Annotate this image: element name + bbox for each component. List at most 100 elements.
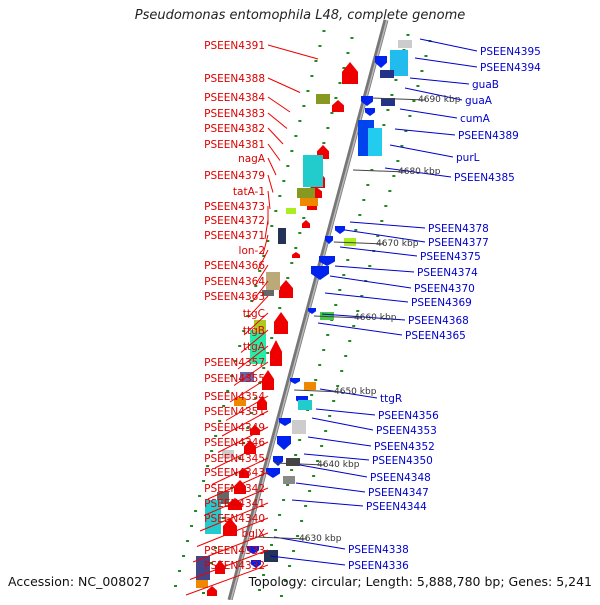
tick-mark <box>338 82 342 84</box>
tick-mark <box>408 115 412 117</box>
tick-mark <box>280 595 284 597</box>
tick-mark <box>384 205 388 207</box>
tick-mark <box>242 330 246 332</box>
forward-gene-arrow <box>262 370 274 390</box>
label-connectors <box>185 38 478 596</box>
tick-mark <box>278 195 282 197</box>
tick-mark <box>282 180 286 182</box>
reverse-label-connector <box>414 57 478 68</box>
tick-mark <box>288 565 292 567</box>
tick-mark <box>274 210 278 212</box>
reverse-gene-arrow <box>273 456 283 466</box>
forward-label-connector <box>267 143 281 161</box>
forward-gene-label: PSEEN4343 <box>204 467 265 479</box>
tick-mark <box>296 535 300 537</box>
reverse-gene-arrow <box>277 436 291 450</box>
tick-mark <box>328 415 332 417</box>
forward-label-connector <box>207 471 269 500</box>
forward-gene-label: PSEEN4391 <box>204 40 265 52</box>
kbp-marker-label: 4660 kbp <box>354 313 397 323</box>
reverse-gene-label: PSEEN4369 <box>411 297 472 309</box>
forward-gene-label: ttgB <box>243 325 265 337</box>
tick-mark <box>266 352 270 354</box>
forward-gene-block <box>303 155 323 187</box>
gene-features <box>196 40 412 596</box>
forward-gene-label: PSEEN4383 <box>204 108 265 120</box>
reverse-gene-label: PSEEN4378 <box>428 223 489 235</box>
forward-label-connector <box>189 549 269 580</box>
tick-mark <box>322 30 326 32</box>
tick-mark <box>370 169 374 171</box>
reverse-label-connector <box>321 313 406 321</box>
forward-gene-block <box>222 450 234 458</box>
tick-mark <box>294 135 298 137</box>
forward-gene-label: PSEEN4349 <box>204 422 265 434</box>
forward-gene-label: PSEEN4373 <box>204 201 265 213</box>
kbp-marker-line <box>372 97 427 101</box>
tick-mark <box>346 259 350 261</box>
forward-label-connector <box>214 441 269 469</box>
tick-mark <box>214 435 218 437</box>
tick-mark <box>304 505 308 507</box>
tick-mark <box>294 454 298 456</box>
forward-label-connector <box>192 532 269 563</box>
tick-mark <box>182 555 186 557</box>
forward-label-connector <box>221 410 269 437</box>
tick-mark <box>266 240 270 242</box>
tick-mark <box>310 394 314 396</box>
reverse-label-connector <box>299 464 368 478</box>
reverse-gene-label: PSEEN4385 <box>454 172 515 184</box>
forward-label-connector <box>247 295 269 318</box>
reverse-gene-arrow <box>290 378 300 384</box>
tick-mark <box>270 337 274 339</box>
reverse-label-connector <box>339 246 418 257</box>
reverse-gene-label: PSEEN4336 <box>348 560 409 572</box>
reverse-label-connector <box>419 38 478 52</box>
tick-mark <box>308 490 312 492</box>
forward-gene-label: PSEEN4340 <box>204 513 265 525</box>
tick-mark <box>242 442 246 444</box>
kbp-marker-line <box>352 169 407 173</box>
tick-mark <box>234 360 238 362</box>
reverse-gene-label: PSEEN4368 <box>408 315 469 327</box>
tick-mark <box>356 310 360 312</box>
tick-mark <box>246 315 250 317</box>
tick-mark <box>310 75 314 77</box>
reverse-gene-block <box>390 50 408 76</box>
reverse-gene-arrow <box>375 56 387 68</box>
reverse-label-connector <box>399 108 458 119</box>
kbp-marker-line <box>254 536 308 540</box>
forward-gene-arrow <box>257 396 267 410</box>
tick-mark <box>404 130 408 132</box>
tick-mark <box>262 367 266 369</box>
forward-gene-block <box>205 500 221 534</box>
reverse-gene-block <box>320 312 334 320</box>
tick-mark <box>340 370 344 372</box>
forward-gene-label: PSEEN4346 <box>204 437 265 449</box>
forward-gene-arrow <box>215 560 225 574</box>
forward-label-connector <box>211 457 269 485</box>
tick-mark <box>388 190 392 192</box>
reverse-label-connector <box>295 482 366 493</box>
reverse-gene-block <box>380 70 394 78</box>
forward-gene-label: nagA <box>238 153 266 165</box>
forward-gene-label: PSEEN4355 <box>204 373 265 385</box>
forward-gene-label: ttgA <box>243 341 266 353</box>
forward-gene-label: ttgC <box>243 308 265 320</box>
topology-label: Topology: circular; Length: 5,888,780 bp… <box>248 574 592 589</box>
tick-mark <box>318 364 322 366</box>
forward-gene-arrow <box>342 62 358 84</box>
tick-mark <box>354 229 358 231</box>
reverse-gene-block <box>381 98 395 106</box>
tick-mark <box>278 307 282 309</box>
kbp-marker-line <box>333 241 385 245</box>
tick-mark <box>262 255 266 257</box>
tick-mark <box>382 124 386 126</box>
forward-gene-label: PSEEN4382 <box>204 123 265 135</box>
forward-gene-label: PSEEN4354 <box>204 391 265 403</box>
reverse-gene-label: PSEEN4375 <box>420 251 481 263</box>
tick-mark <box>290 150 294 152</box>
forward-gene-label: bglX <box>242 528 265 540</box>
forward-gene-block <box>196 556 210 580</box>
